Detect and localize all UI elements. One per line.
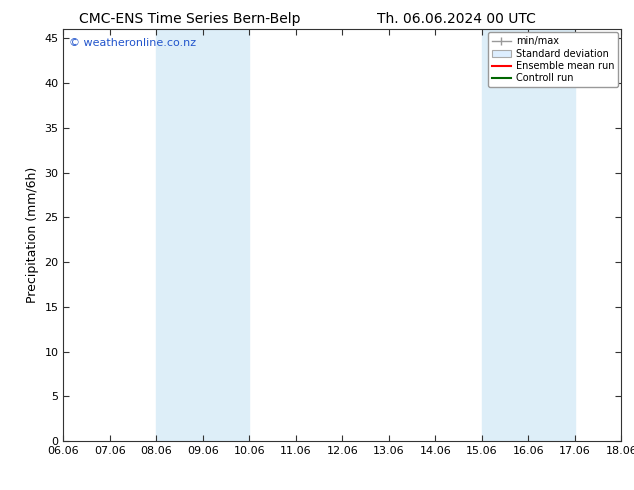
Bar — [482, 29, 575, 441]
Bar — [157, 29, 249, 441]
Y-axis label: Precipitation (mm/6h): Precipitation (mm/6h) — [26, 167, 39, 303]
Legend: min/max, Standard deviation, Ensemble mean run, Controll run: min/max, Standard deviation, Ensemble me… — [488, 32, 618, 87]
Text: CMC-ENS Time Series Bern-Belp: CMC-ENS Time Series Bern-Belp — [79, 12, 301, 26]
Text: © weatheronline.co.nz: © weatheronline.co.nz — [69, 38, 196, 48]
Text: Th. 06.06.2024 00 UTC: Th. 06.06.2024 00 UTC — [377, 12, 536, 26]
